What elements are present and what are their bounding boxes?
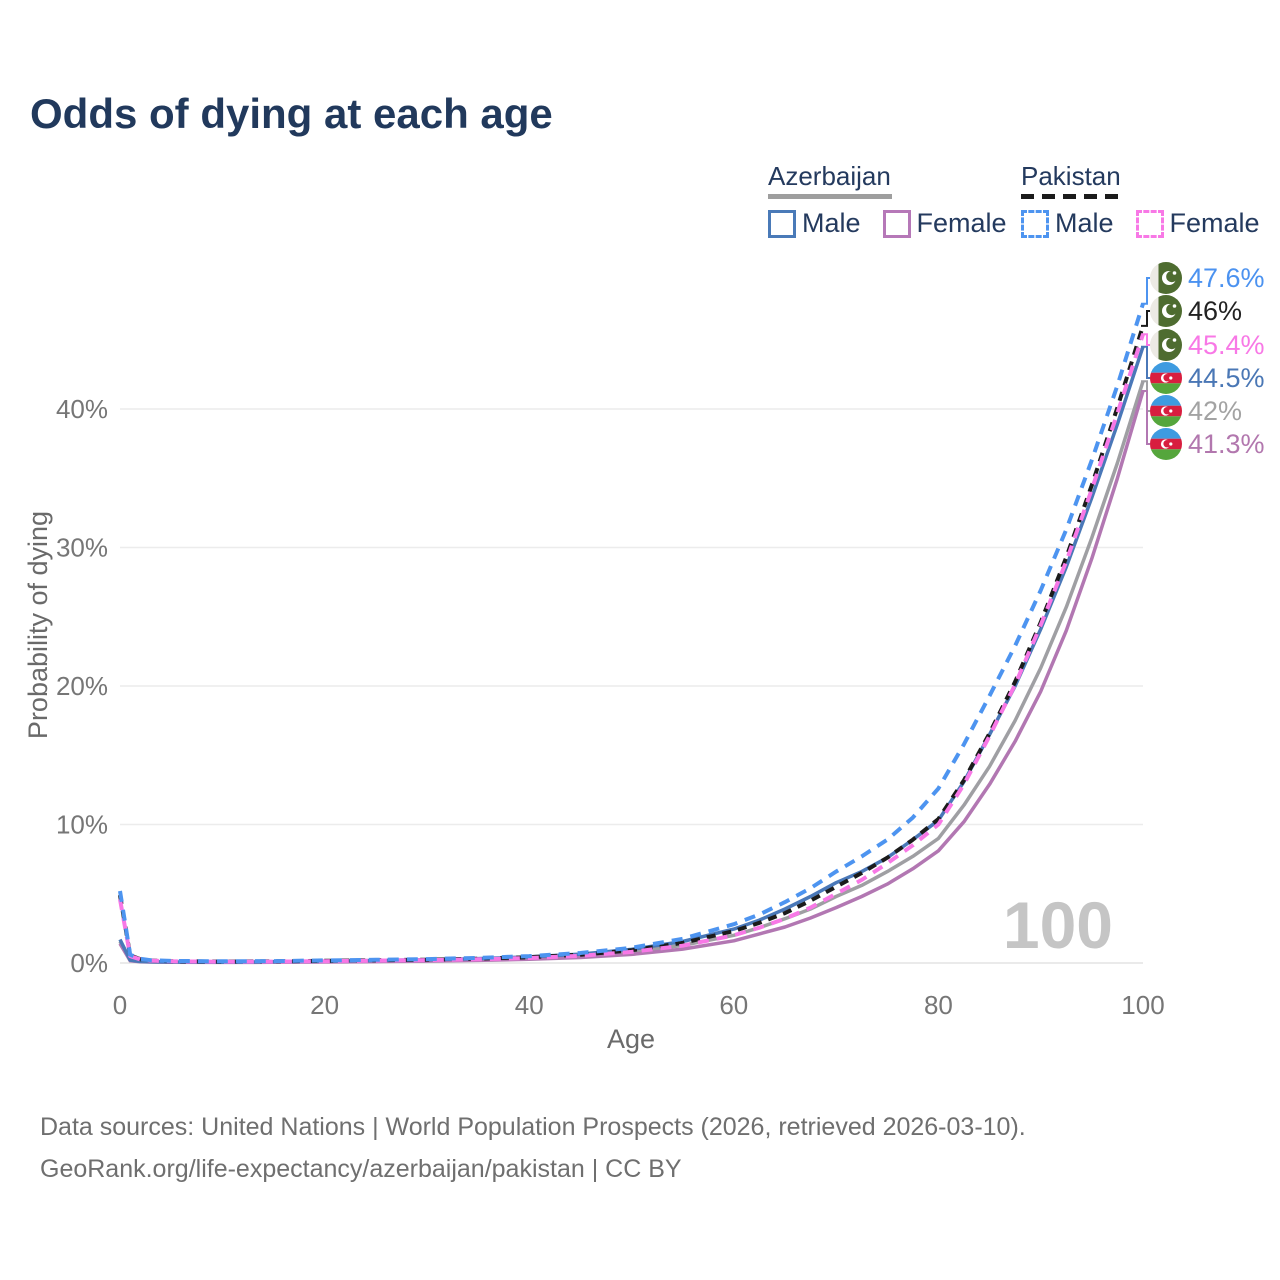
end-label-pakistan-male[interactable]: 47.6% bbox=[1188, 263, 1265, 293]
legend-group-label-azerbaijan[interactable]: Azerbaijan bbox=[768, 161, 891, 191]
footer-url: GeoRank.org/life-expectancy/azerbaijan/p… bbox=[40, 1155, 682, 1183]
x-tick-label: 80 bbox=[924, 990, 953, 1020]
series-line-azerbaijan-female[interactable] bbox=[118, 390, 1145, 965]
x-tick-label: 40 bbox=[515, 990, 544, 1020]
series-line-azerbaijan[interactable] bbox=[118, 380, 1145, 965]
x-tick-label: 60 bbox=[719, 990, 748, 1020]
end-label-azerbaijan[interactable]: 42% bbox=[1188, 396, 1242, 426]
end-label-connector bbox=[1141, 333, 1150, 346]
x-tick-label: 100 bbox=[1121, 990, 1164, 1020]
end-label-azerbaijan-male[interactable]: 44.5% bbox=[1188, 363, 1265, 393]
y-tick-label: 0% bbox=[70, 948, 108, 978]
series-line-pakistan-female[interactable] bbox=[118, 333, 1145, 964]
y-tick-label: 40% bbox=[56, 394, 108, 424]
legend-item-label: Female bbox=[916, 208, 1007, 239]
azerbaijan-flag-icon bbox=[1150, 362, 1182, 394]
footer-sources: Data sources: United Nations | World Pop… bbox=[40, 1113, 1026, 1141]
pakistan-female-swatch-icon bbox=[1135, 209, 1164, 238]
y-tick-label: 10% bbox=[56, 810, 108, 840]
y-tick-label: 20% bbox=[56, 671, 108, 701]
x-tick-label: 0 bbox=[113, 990, 127, 1020]
end-label-azerbaijan-female[interactable]: 41.3% bbox=[1188, 429, 1265, 459]
y-axis-title: Probability of dying bbox=[23, 511, 53, 739]
legend-item-label: Male bbox=[802, 208, 861, 239]
legend-item-pakistan-male[interactable]: Male bbox=[1021, 208, 1114, 239]
pakistan-male-swatch-icon bbox=[1021, 209, 1049, 238]
legend-item-azerbaijan-female[interactable]: Female bbox=[882, 208, 1007, 239]
azerbaijan-female-swatch-icon bbox=[882, 209, 911, 238]
pakistan-flag-icon bbox=[1150, 295, 1182, 327]
azerbaijan-male-swatch-icon bbox=[768, 209, 796, 238]
pakistan-flag-icon bbox=[1150, 329, 1182, 361]
end-label-pakistan[interactable]: 46% bbox=[1188, 296, 1242, 326]
end-label-connector bbox=[1141, 345, 1150, 379]
end-label-connector bbox=[1141, 390, 1150, 445]
azerbaijan-flag-icon bbox=[1150, 428, 1182, 460]
pakistan-flag-icon bbox=[1150, 262, 1182, 294]
legend-item-azerbaijan-male[interactable]: Male bbox=[768, 208, 861, 239]
end-label-pakistan-female[interactable]: 45.4% bbox=[1188, 330, 1265, 360]
pakistan-dashed-line-swatch-icon bbox=[1021, 194, 1118, 200]
x-tick-label: 20 bbox=[310, 990, 339, 1020]
legend-item-label: Female bbox=[1169, 208, 1260, 239]
legend-group-azerbaijan: Azerbaijan Male Female bbox=[768, 161, 1007, 239]
x-axis-title: Age bbox=[607, 1024, 655, 1054]
series-line-azerbaijan-male[interactable] bbox=[118, 346, 1145, 964]
y-tick-label: 30% bbox=[56, 533, 108, 563]
watermark: 100 bbox=[1003, 888, 1113, 962]
legend-group-label-pakistan[interactable]: Pakistan bbox=[1021, 161, 1121, 191]
end-label-connector bbox=[1141, 277, 1150, 305]
azerbaijan-flag-icon bbox=[1150, 395, 1182, 427]
legend-item-pakistan-female[interactable]: Female bbox=[1135, 208, 1260, 239]
footer: Data sources: United Nations | World Pop… bbox=[40, 1106, 1026, 1190]
chart-title: Odds of dying at each age bbox=[30, 90, 553, 137]
end-label-connector bbox=[1141, 310, 1150, 327]
series-line-pakistan[interactable] bbox=[118, 325, 1145, 964]
azerbaijan-solid-line-swatch-icon bbox=[768, 194, 892, 200]
legend-item-label: Male bbox=[1055, 208, 1114, 239]
series-line-pakistan-male[interactable] bbox=[118, 303, 1145, 964]
legend-group-pakistan: Pakistan Male Female bbox=[1021, 161, 1260, 239]
